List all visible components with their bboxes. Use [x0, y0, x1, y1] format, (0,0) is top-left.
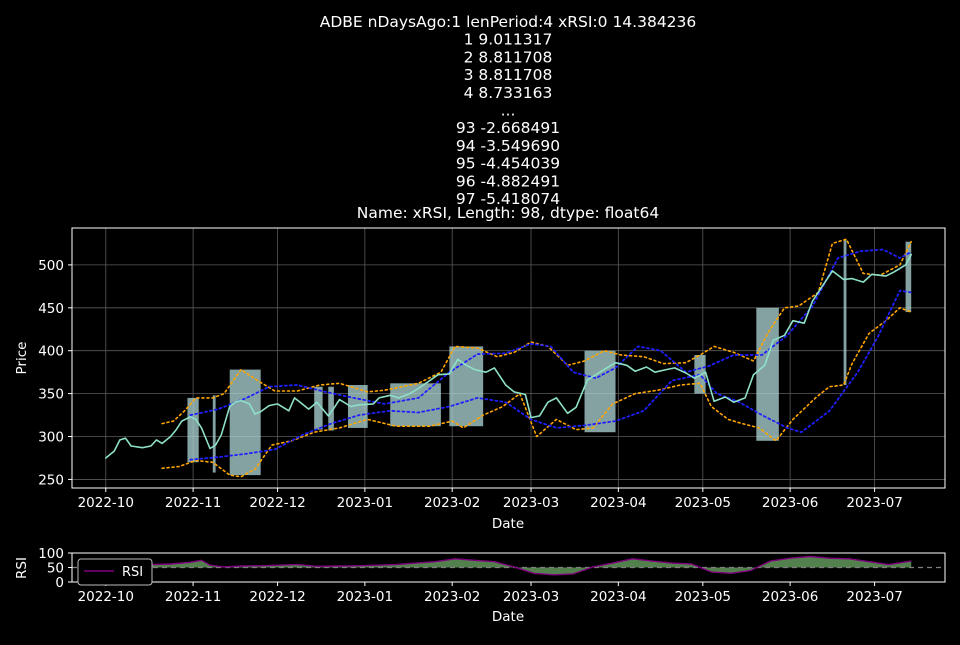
trend-lower-line	[189, 289, 913, 461]
rsi-line	[150, 555, 912, 576]
title-line: ...	[501, 102, 516, 120]
price-y-axis-label: Price	[14, 342, 30, 375]
title-line: 97 -5.418074	[456, 190, 560, 208]
rsi-chart: 2022-10 2022-11 2022-12 2023-01 2023-02 2023-…	[14, 546, 946, 625]
price-y-tick-label: 300	[38, 430, 64, 446]
rsi-x-tick-label: 2023-06	[762, 589, 818, 605]
title-line: 4 8.733163	[464, 84, 553, 102]
rsi-y-tick-label: 50	[47, 561, 64, 577]
legend-box	[77, 558, 153, 586]
price-y-tick-label: 500	[38, 258, 64, 274]
price-filled-bands	[187, 239, 912, 476]
price-y-tick-label: 450	[38, 301, 64, 317]
price-y-tick-label: 400	[38, 344, 64, 360]
title-line: 2 8.811708	[464, 48, 553, 66]
filled-band	[229, 369, 261, 476]
price-x-tick-label: 2023-01	[337, 495, 393, 511]
rsi-x-tick-label: 2023-05	[675, 589, 731, 605]
rsi-y-tick-label: 0	[55, 575, 64, 591]
price-x-tick-label: 2023-07	[846, 495, 902, 511]
title-line: ADBE nDaysAgo:1 lenPeriod:4 xRSI:0 14.38…	[320, 13, 697, 31]
rsi-area	[150, 556, 912, 575]
rsi-x-tick-label: 2022-11	[165, 589, 221, 605]
rsi-x-tick-label: 2023-02	[424, 589, 480, 605]
chart-title: ADBE nDaysAgo:1 lenPeriod:4 xRSI:0 14.38…	[320, 13, 697, 222]
price-line	[105, 253, 912, 459]
filled-band	[212, 395, 216, 473]
rsi-x-tick-label: 2023-01	[337, 589, 393, 605]
rsi-y-axis-label: RSI	[14, 557, 30, 579]
title-line: 93 -2.668491	[456, 119, 560, 137]
price-x-tick-label: 2022-10	[78, 495, 134, 511]
price-series	[105, 238, 913, 478]
price-x-tick-label: 2023-06	[762, 495, 818, 511]
price-chart: 2022-10 2022-11 2022-12 2023-01 2023-02 2023-…	[14, 227, 946, 532]
title-line: 95 -4.454039	[456, 155, 560, 173]
price-y-tick-label: 350	[38, 387, 64, 403]
title-line: 3 8.811708	[464, 66, 553, 84]
title-line: Name: xRSI, Length: 98, dtype: float64	[357, 204, 659, 222]
trend-upper-line	[189, 248, 913, 416]
rsi-x-axis: 2022-10 2022-11 2022-12 2023-01 2023-02 2023-…	[78, 582, 903, 605]
rsi-x-tick-label: 2023-07	[846, 589, 902, 605]
rsi-area-fill	[150, 556, 912, 575]
filled-band	[756, 307, 779, 441]
price-x-axis-label: Date	[492, 516, 524, 532]
filled-band	[314, 386, 323, 430]
rsi-series	[72, 555, 945, 576]
rsi-x-axis-label: Date	[492, 609, 524, 625]
title-line: 94 -3.549690	[456, 137, 560, 155]
price-y-axis: 250 300 350 400 450 500	[38, 258, 72, 488]
filled-band	[905, 241, 912, 313]
price-x-tick-label: 2022-12	[249, 495, 305, 511]
rsi-x-tick-label: 2022-10	[78, 589, 134, 605]
price-x-tick-label: 2023-05	[675, 495, 731, 511]
legend-label-rsi: RSI	[122, 565, 143, 580]
rsi-x-tick-label: 2023-04	[590, 589, 646, 605]
filled-band	[449, 346, 484, 427]
title-line: 96 -4.882491	[456, 172, 560, 190]
rsi-legend: RSI	[77, 558, 153, 586]
filled-band	[843, 239, 847, 386]
band-lower-line	[161, 307, 912, 478]
title-line: 1 9.011317	[464, 31, 553, 49]
rsi-x-tick-label: 2023-03	[503, 589, 559, 605]
filled-band	[584, 350, 616, 433]
price-plot-frame	[71, 227, 946, 489]
price-y-tick-label: 250	[38, 472, 64, 488]
rsi-x-tick-label: 2022-12	[249, 589, 305, 605]
filled-band	[328, 386, 334, 431]
price-x-axis: 2022-10 2022-11 2022-12 2023-01 2023-02 2023-…	[78, 488, 903, 511]
filled-band	[187, 397, 199, 463]
price-x-tick-label: 2022-11	[165, 495, 221, 511]
price-x-tick-label: 2023-03	[503, 495, 559, 511]
price-x-tick-label: 2023-02	[424, 495, 480, 511]
price-x-tick-label: 2023-04	[590, 495, 646, 511]
rsi-y-tick-label: 100	[38, 546, 64, 562]
